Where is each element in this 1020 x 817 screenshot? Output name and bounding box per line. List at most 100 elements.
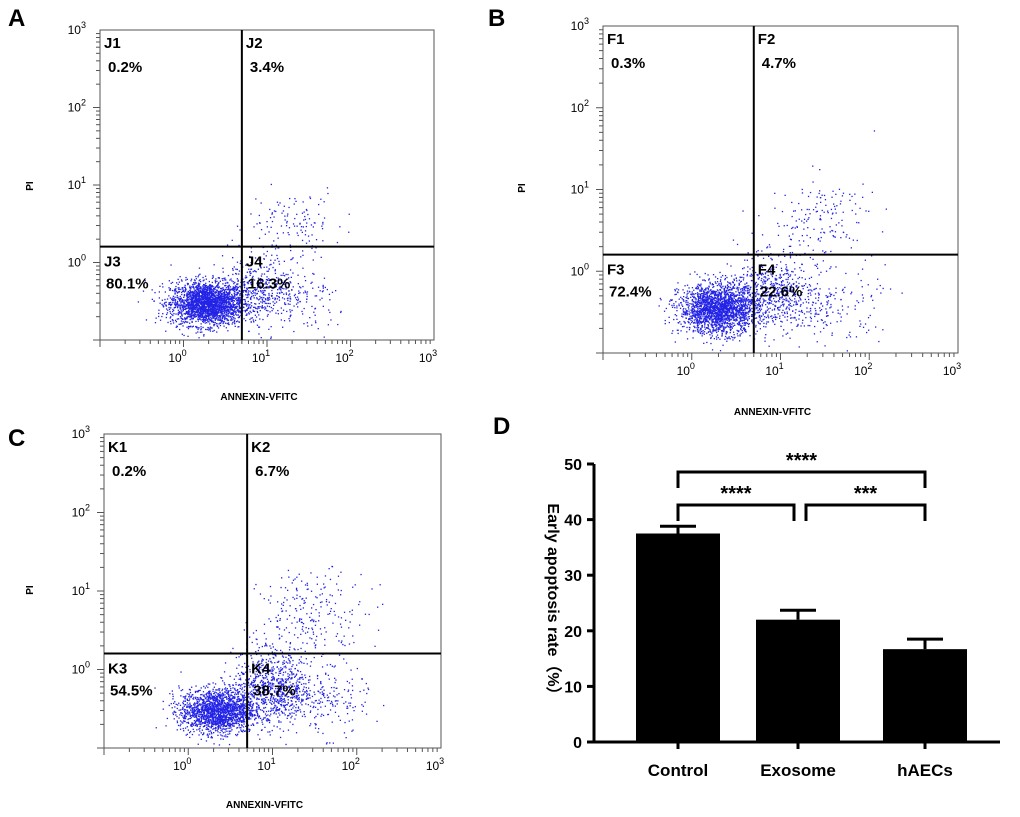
scatter-dot [703,295,706,298]
scatter-dot [258,282,260,284]
scatter-dot [209,302,211,304]
scatter-dot [220,311,222,313]
scatter-dot [729,310,731,312]
scatter-dot [723,323,726,325]
scatter-dot [223,312,225,314]
scatter-dot [214,299,216,301]
scatter-dot [197,300,199,302]
scatter-dot [194,282,196,284]
scatter-dot [257,277,260,279]
scatter-dot [195,303,197,306]
scatter-dot [228,295,230,297]
scatter-dot [300,229,302,231]
scatter-dot [212,320,214,322]
scatter-dot [180,301,182,303]
scatter-dot [168,308,171,310]
scatter-dot [209,309,211,312]
scatter-dot [212,292,214,295]
scatter-dot [689,317,691,320]
scatter-dot [207,300,209,302]
scatter-dot [196,288,199,290]
scatter-dot [179,295,181,298]
scatter-dot [266,302,268,305]
scatter-dot [237,283,239,285]
scatter-dot [319,290,321,292]
scatter-dot [698,284,701,287]
scatter-dot [732,292,734,294]
scatter-dot [676,318,678,320]
scatter-dot [271,289,273,292]
scatter-dot [266,266,268,268]
scatter-dot [188,313,190,315]
scatter-dot [285,293,288,296]
scatter-dot [164,302,166,304]
scatter-dot [142,290,145,292]
scatter-dot [195,307,197,309]
scatter-dot [229,279,231,281]
scatter-dot [263,253,265,255]
scatter-dot [255,289,257,292]
scatter-dot [264,298,267,300]
scatter-dot [210,292,212,295]
scatter-dot [176,318,178,320]
scatter-dot [739,322,741,325]
scatter-dot [752,311,754,313]
scatter-dot [256,288,258,291]
scatter-dot [699,301,701,303]
scatter-dot [308,240,310,242]
scatter-dot [221,255,224,257]
scatter-dot [688,318,690,320]
scatter-dot [243,306,245,309]
scatter-dot [203,308,205,310]
scatter-dot [664,319,666,322]
scatter-dot [223,296,226,298]
scatter-dot [223,277,225,280]
scatter-dot [189,286,192,289]
scatter-dot [692,305,694,307]
scatter-dot [233,266,235,268]
scatter-dot [723,300,725,302]
scatter-dot [260,289,262,292]
scatter-dot [759,310,762,312]
scatter-dot [765,304,767,306]
scatter-dot [757,306,759,308]
scatter-dot [210,286,212,288]
scatter-dot [225,291,228,294]
scatter-dot [248,294,250,296]
scatter-dot [702,296,704,298]
scatter-dot [260,291,262,293]
scatter-dot [758,308,761,311]
scatter-dot [314,295,316,297]
scatter-dot [752,314,754,316]
scatter-dot [727,286,729,288]
scatter-dot [718,282,720,285]
scatter-dot [231,309,233,311]
quadrant-percent-a3: 80.1% [106,276,149,293]
scatter-dot [731,323,733,326]
scatter-dot [171,319,174,321]
scatter-dot [194,289,196,291]
scatter-dot [190,298,192,300]
scatter-dot [286,297,289,300]
scatter-dot [675,301,677,303]
scatter-dot [230,308,232,310]
scatter-dot [226,298,229,300]
scatter-dot [235,298,237,300]
scatter-dot [729,338,731,340]
scatter-dot [279,285,281,288]
scatter-dot [255,198,257,200]
scatter-dot [702,316,704,318]
scatter-dot [198,309,200,311]
scatter-dot [217,312,219,314]
scatter-dot [215,291,217,294]
scatter-dot [310,224,313,226]
scatter-dot [249,282,252,284]
scatter-dot [711,292,713,294]
scatter-dot [293,330,295,333]
scatter-dot [225,309,227,311]
scatter-dot [705,304,708,307]
scatter-dot [706,303,708,305]
scatter-dot [191,291,193,293]
scatter-dot [220,321,223,323]
scatter-dot [226,314,228,317]
